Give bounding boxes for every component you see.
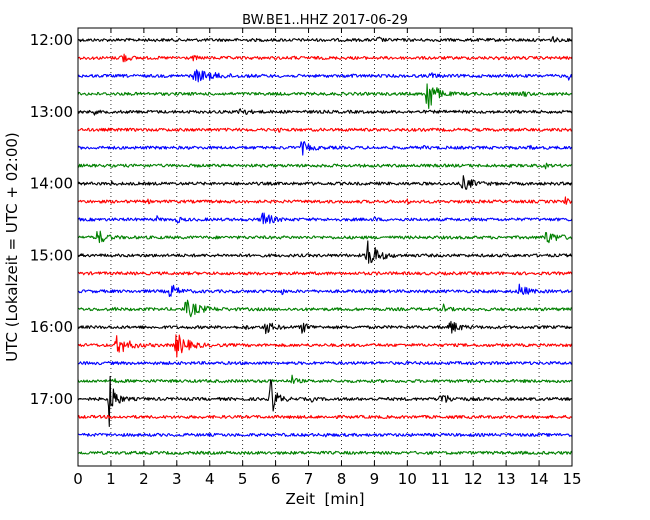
trace-row: [77, 175, 573, 190]
x-axis-ticks: 0 1 2 3 4 5 6 7 8 9 10 11 12 13 14 15: [73, 28, 582, 488]
trace-row: [77, 299, 573, 318]
y-tick-label: 16:00: [30, 318, 73, 336]
trace-row: [77, 414, 573, 420]
trace-row: [77, 141, 573, 156]
x-tick-label: 4: [205, 470, 215, 488]
trace-row: [77, 212, 573, 225]
x-tick-label: 0: [73, 470, 83, 488]
x-tick-label: 3: [172, 470, 182, 488]
x-tick-label: 5: [238, 470, 248, 488]
y-axis-label: UTC (Lokalzeit = UTC + 02:00): [3, 132, 21, 362]
x-tick-label: 1: [106, 470, 116, 488]
y-tick-label: 14:00: [30, 175, 73, 193]
x-tick-label: 12: [464, 470, 483, 488]
x-tick-label: 14: [530, 470, 549, 488]
trace-row: [77, 320, 573, 335]
trace-row: [77, 374, 573, 384]
trace-row: [77, 334, 573, 358]
x-tick-label: 8: [337, 470, 347, 488]
x-tick-label: 15: [562, 470, 581, 488]
trace-rows: [77, 35, 573, 455]
trace-row: [77, 127, 573, 133]
x-tick-label: 6: [271, 470, 281, 488]
y-tick-label: 12:00: [30, 31, 73, 49]
trace-row: [77, 230, 573, 244]
y-tick-label: 15:00: [30, 246, 73, 264]
trace-row: [77, 53, 573, 63]
x-tick-label: 11: [431, 470, 450, 488]
x-tick-label: 13: [497, 470, 516, 488]
trace-row: [77, 196, 573, 205]
x-tick-label: 2: [139, 470, 149, 488]
chart-title: BW.BE1..HHZ 2017-06-29: [242, 13, 408, 28]
trace-row: [77, 162, 573, 170]
plot-frame: [77, 27, 573, 467]
trace-row: [77, 108, 573, 116]
trace-row: [77, 283, 573, 298]
trace-row: [77, 450, 573, 455]
x-axis-label: Zeit [min]: [285, 490, 364, 508]
x-tick-label: 10: [398, 470, 417, 488]
x-tick-label: 7: [304, 470, 314, 488]
y-axis-ticks: 12:00 13:00 14:00 15:00 16:00 17:00: [30, 31, 572, 408]
y-tick-label: 17:00: [30, 390, 73, 408]
trace-row: [77, 83, 573, 110]
trace-row: [77, 375, 573, 428]
trace-row: [77, 271, 573, 276]
trace-row: [77, 69, 573, 83]
y-tick-label: 13:00: [30, 103, 73, 121]
x-tick-label: 9: [370, 470, 380, 488]
trace-row: [77, 361, 573, 366]
trace-row: [77, 432, 573, 438]
trace-row: [77, 35, 573, 43]
trace-row: [77, 240, 573, 264]
